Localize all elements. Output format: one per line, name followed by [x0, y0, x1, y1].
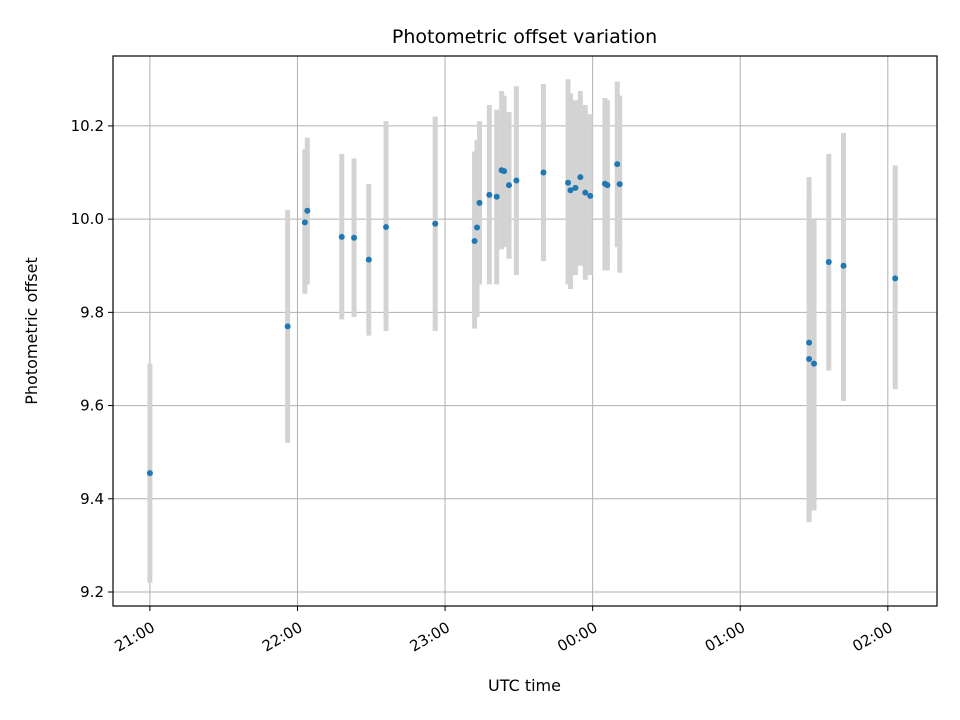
y-tick-label: 9.2	[80, 583, 104, 601]
data-point	[840, 262, 847, 269]
data-point	[471, 238, 478, 245]
y-tick-label: 10.0	[71, 210, 104, 228]
data-point	[604, 182, 611, 189]
data-point	[565, 179, 572, 186]
data-point	[304, 207, 311, 214]
data-point	[338, 233, 345, 240]
data-point	[474, 224, 481, 231]
y-tick-label: 9.4	[80, 490, 104, 508]
data-point	[365, 256, 372, 263]
data-point	[540, 169, 547, 176]
data-point	[825, 259, 832, 266]
data-point	[567, 187, 574, 194]
data-point	[493, 193, 500, 200]
data-point	[146, 470, 153, 477]
data-point	[806, 339, 813, 346]
data-point	[284, 323, 291, 330]
y-axis-label: Photometric offset	[22, 257, 41, 405]
data-point	[572, 184, 579, 191]
data-point	[892, 275, 899, 282]
data-point	[506, 182, 513, 189]
chart-title: Photometric offset variation	[392, 26, 657, 48]
plot-frame	[112, 55, 938, 607]
data-points	[146, 161, 899, 477]
data-point	[577, 174, 584, 181]
data-point	[476, 199, 483, 206]
data-point	[432, 220, 439, 227]
data-point	[351, 234, 358, 241]
x-axis-label: UTC time	[488, 676, 561, 695]
y-tick-label: 10.2	[71, 117, 104, 135]
data-point	[587, 192, 594, 199]
data-point	[806, 355, 813, 362]
data-point	[383, 224, 390, 231]
data-point	[513, 177, 520, 184]
data-point	[614, 161, 621, 168]
data-point	[486, 191, 493, 198]
y-tick-label: 9.8	[80, 303, 104, 321]
data-point	[616, 181, 623, 188]
data-point	[301, 219, 308, 226]
data-point	[582, 189, 589, 196]
grid	[113, 56, 937, 606]
data-point	[811, 360, 818, 367]
data-point	[501, 168, 508, 175]
y-tick-label: 9.6	[80, 397, 104, 415]
y-axis-ticks: 9.2 9.4 9.6 9.8 10.0 10.2	[71, 117, 113, 601]
